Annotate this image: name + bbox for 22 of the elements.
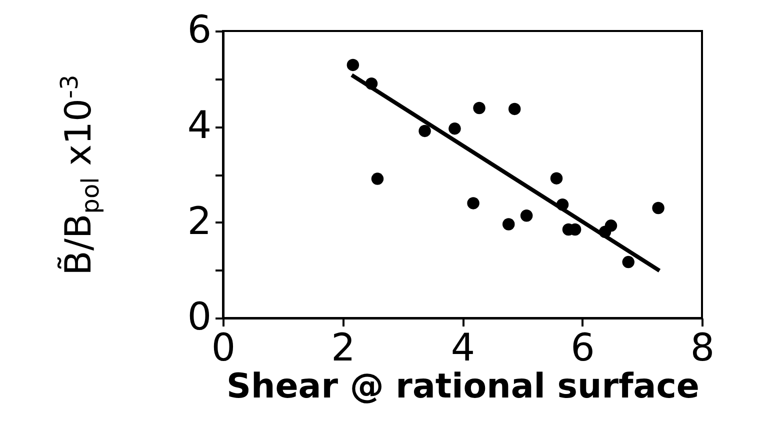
- point: [418, 124, 431, 138]
- x-tick-label: 6: [570, 326, 595, 370]
- point: [622, 256, 634, 268]
- point: [550, 172, 563, 184]
- point: [652, 202, 664, 214]
- x-axis-title: Shear @ rational surface: [226, 366, 700, 406]
- point: [346, 58, 360, 72]
- x-tick-label: 2: [331, 326, 356, 370]
- point: [467, 197, 480, 210]
- point: [502, 218, 515, 230]
- y-tick-label: 2: [187, 198, 212, 243]
- y-tick-label: 0: [187, 294, 212, 338]
- point: [520, 210, 533, 222]
- point: [448, 122, 461, 135]
- point: [371, 172, 384, 185]
- y-tick-label: 6: [187, 8, 212, 52]
- point: [508, 102, 521, 116]
- y-tick-label: 4: [187, 103, 212, 148]
- x-tick-label: 8: [690, 326, 715, 370]
- x-tick-label: 4: [450, 326, 476, 370]
- point: [604, 220, 618, 232]
- point: [473, 102, 486, 114]
